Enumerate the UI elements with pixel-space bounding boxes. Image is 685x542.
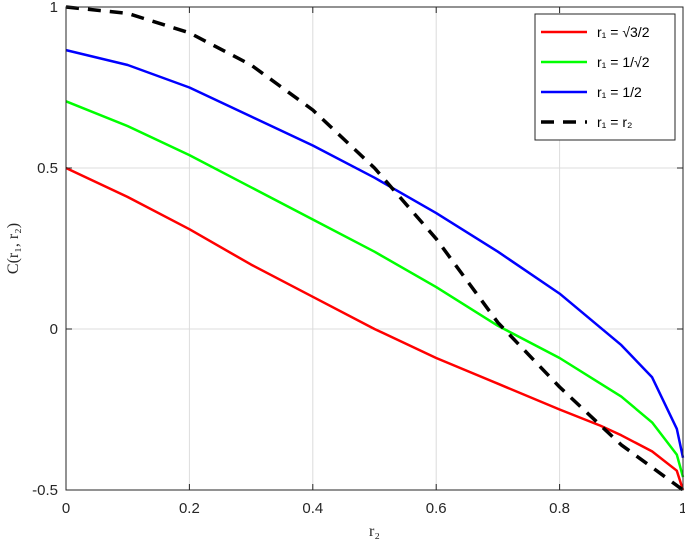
x-tick-label: 0.8 [549, 500, 570, 517]
y-tick-label: 0 [50, 321, 58, 338]
x-tick-label: 0.6 [426, 500, 447, 517]
x-tick-label: 0.4 [302, 500, 323, 517]
y-tick-label: 0.5 [37, 160, 58, 177]
axis-ticks [65, 6, 684, 491]
legend-entry-1: r₁ = √3/2 [597, 24, 650, 40]
series-line-3 [65, 48, 685, 459]
x-axis-label: r₂ [369, 523, 380, 540]
series-line-1 [65, 166, 685, 491]
y-tick-label: 1 [50, 0, 58, 16]
y-tick-label: -0.5 [32, 482, 58, 499]
series-group [65, 5, 685, 492]
x-tick-label: 0 [62, 500, 70, 517]
x-tick-label: 1 [679, 500, 685, 517]
legend-entry-4: r₁ = r₂ [597, 114, 632, 130]
series-line-2 [65, 100, 685, 478]
tick-labels: 0 0.2 0.4 0.6 0.8 1-0.500.51 [32, 0, 685, 517]
y-axis-label: C(r₁, r₂) [5, 223, 22, 274]
legend-entry-3: r₁ = 1/2 [597, 84, 642, 100]
plot-frame [65, 6, 684, 491]
x-tick-label: 0.2 [179, 500, 200, 517]
legend: r₁ = √3/2 r₁ = 1/√2 r₁ = 1/2 r₁ = r₂ [534, 13, 676, 141]
legend-entry-2: r₁ = 1/√2 [597, 54, 650, 70]
legend-box [534, 13, 676, 141]
series-line-4 [65, 5, 685, 492]
